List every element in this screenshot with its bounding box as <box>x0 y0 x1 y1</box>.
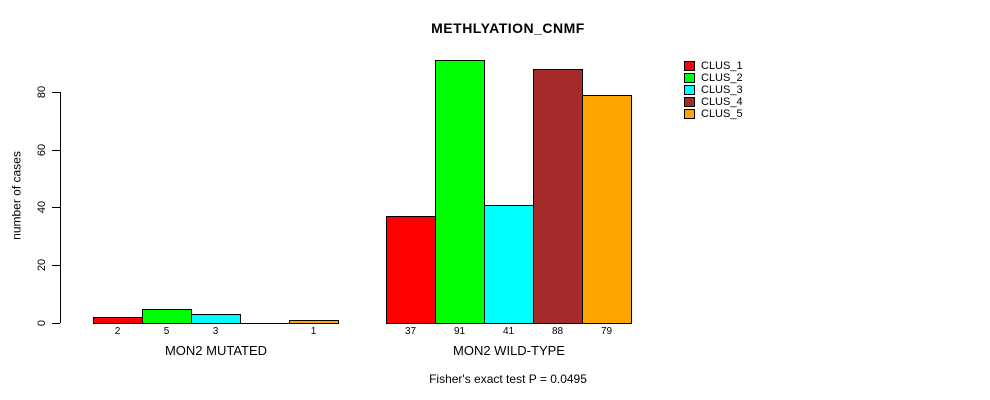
legend-label: CLUS_5 <box>701 108 743 120</box>
legend-label: CLUS_3 <box>701 84 743 96</box>
bar-clus_5-wild-type <box>582 95 632 324</box>
legend-item-clus_3: CLUS_3 <box>684 84 743 96</box>
y-tick-label-80: 80 <box>36 85 48 99</box>
legend-item-clus_1: CLUS_1 <box>684 60 743 72</box>
bar-clus_2-wild-type <box>435 60 485 324</box>
bar-clus_5-mutated <box>289 320 339 324</box>
bar-count-label: 5 <box>163 326 170 337</box>
y-axis-line <box>60 92 61 323</box>
legend: CLUS_1 CLUS_2 CLUS_3 CLUS_4 CLUS_5 <box>684 60 743 120</box>
bar-clus_3-mutated <box>191 314 241 324</box>
bar-clus_4-wild-type <box>533 69 583 324</box>
y-tick-mark-20 <box>52 265 60 266</box>
legend-label: CLUS_1 <box>701 60 743 72</box>
legend-item-clus_5: CLUS_5 <box>684 108 743 120</box>
y-tick-mark-60 <box>52 150 60 151</box>
y-tick-label-20: 20 <box>36 258 48 272</box>
legend-swatch-icon <box>684 97 695 107</box>
legend-label: CLUS_4 <box>701 96 743 108</box>
y-tick-mark-80 <box>52 92 60 93</box>
bar-clus_1-wild-type <box>386 216 436 324</box>
legend-swatch-icon <box>684 109 695 119</box>
y-tick-mark-40 <box>52 207 60 208</box>
bar-count-label: 91 <box>453 326 466 337</box>
bar-count-label: 37 <box>404 326 417 337</box>
bar-clus_2-mutated <box>142 309 192 324</box>
bar-clus_3-wild-type <box>484 205 534 324</box>
bar-count-label: 3 <box>212 326 219 337</box>
y-axis-label: number of cases <box>9 151 24 240</box>
chart-title: METHLYATION_CNMF <box>431 20 585 36</box>
legend-swatch-icon <box>684 73 695 83</box>
group-label-wild-type: MON2 WILD-TYPE <box>453 343 565 358</box>
bar-count-label: 1 <box>310 326 317 337</box>
y-tick-label-40: 40 <box>36 200 48 214</box>
legend-swatch-icon <box>684 61 695 71</box>
bar-count-label: 2 <box>114 326 121 337</box>
y-tick-label-0: 0 <box>36 319 48 327</box>
bar-clus_1-mutated <box>93 317 143 324</box>
group-label-mutated: MON2 MUTATED <box>164 343 268 358</box>
legend-item-clus_4: CLUS_4 <box>684 96 743 108</box>
y-tick-label-60: 60 <box>36 143 48 157</box>
legend-swatch-icon <box>684 85 695 95</box>
bar-count-label: 41 <box>502 326 515 337</box>
legend-label: CLUS_2 <box>701 72 743 84</box>
legend-item-clus_2: CLUS_2 <box>684 72 743 84</box>
bar-count-label: 79 <box>600 326 613 337</box>
y-tick-mark-0 <box>52 323 60 324</box>
fisher-test-annotation: Fisher's exact test P = 0.0495 <box>429 372 587 386</box>
bar-count-label: 88 <box>551 326 564 337</box>
